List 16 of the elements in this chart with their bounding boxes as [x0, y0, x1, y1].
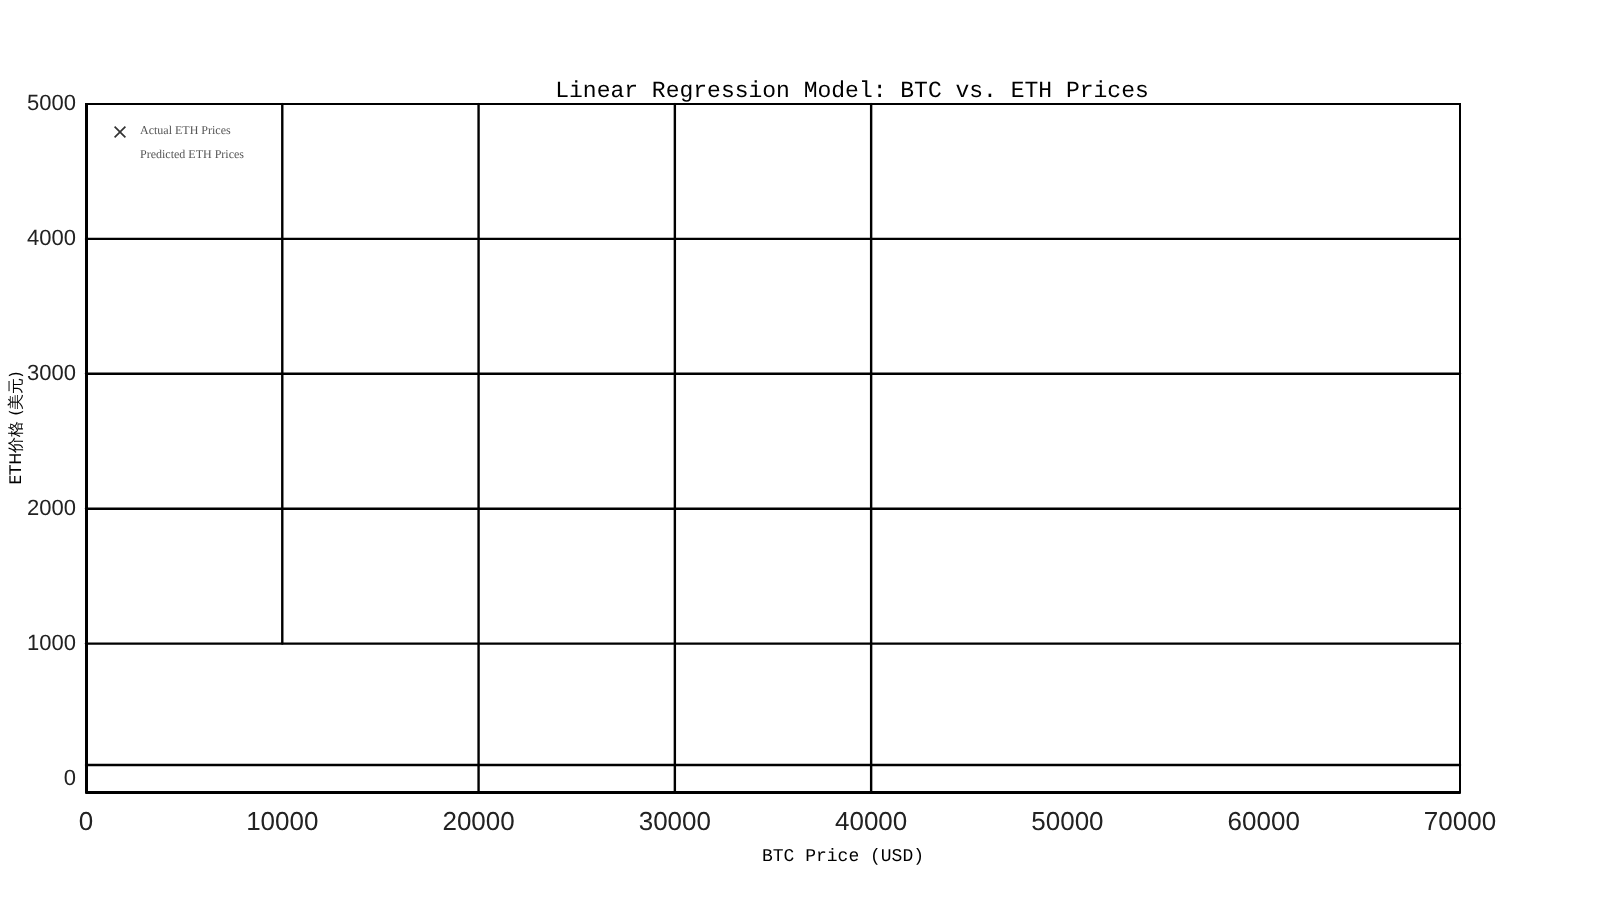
y-tick-label: 1000 [27, 631, 76, 656]
y-axis-title: ETH价格 (美元) [7, 371, 25, 485]
y-tick-label: 4000 [27, 226, 76, 251]
x-tick-label: 60000 [1227, 806, 1300, 836]
chart-title: Linear Regression Model: BTC vs. ETH Prices [555, 79, 1149, 105]
x-tick-label: 30000 [638, 806, 712, 836]
y-tick-label: 5000 [27, 92, 76, 116]
x-tick-label: 50000 [1031, 806, 1104, 836]
x-tick-label: 20000 [442, 806, 515, 836]
x-tick-label: 70000 [1423, 806, 1497, 836]
x-axis-title: BTC Price (USD) [761, 847, 925, 867]
y-tick-label: 0 [63, 766, 76, 791]
x-tick-label: 10000 [246, 806, 319, 836]
y-tick-label: 2000 [27, 496, 76, 521]
x-tick-label: 40000 [834, 806, 908, 836]
y-tick-label: 3000 [27, 361, 76, 386]
